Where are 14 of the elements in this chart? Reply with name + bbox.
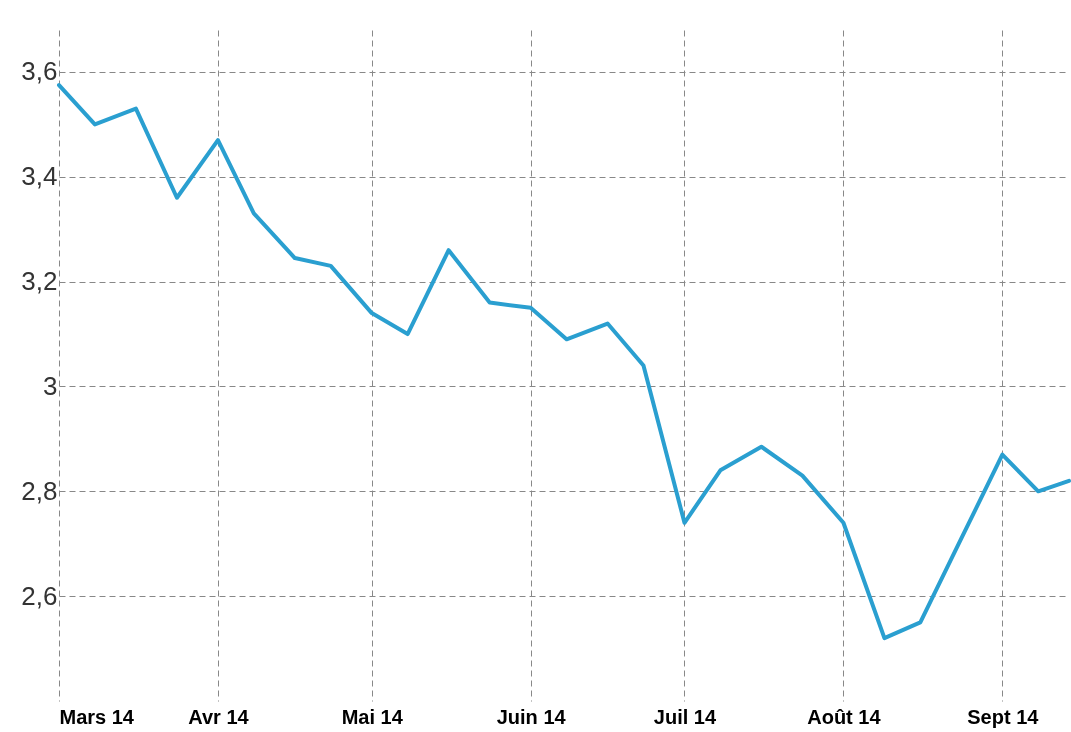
x-tick-label: Sept 14	[967, 705, 1040, 728]
y-tick-label: 2,8	[21, 475, 58, 506]
y-tick-label: 3,2	[21, 266, 58, 297]
y-tick-label: 3,4	[21, 161, 58, 192]
x-tick-label: Mai 14	[341, 705, 404, 728]
line-series	[57, 83, 1071, 641]
x-tick-label: Juin 14	[496, 705, 567, 728]
y-tick-label: 3	[43, 370, 58, 401]
y-tick-label: 2,6	[21, 580, 58, 611]
x-tick-label: Mars 14	[59, 705, 135, 728]
y-tick-label: 3,6	[21, 56, 58, 87]
x-tick-label: Juil 14	[653, 705, 717, 728]
x-tick-label: Avr 14	[188, 705, 250, 728]
x-tick-label: Août 14	[807, 705, 882, 728]
